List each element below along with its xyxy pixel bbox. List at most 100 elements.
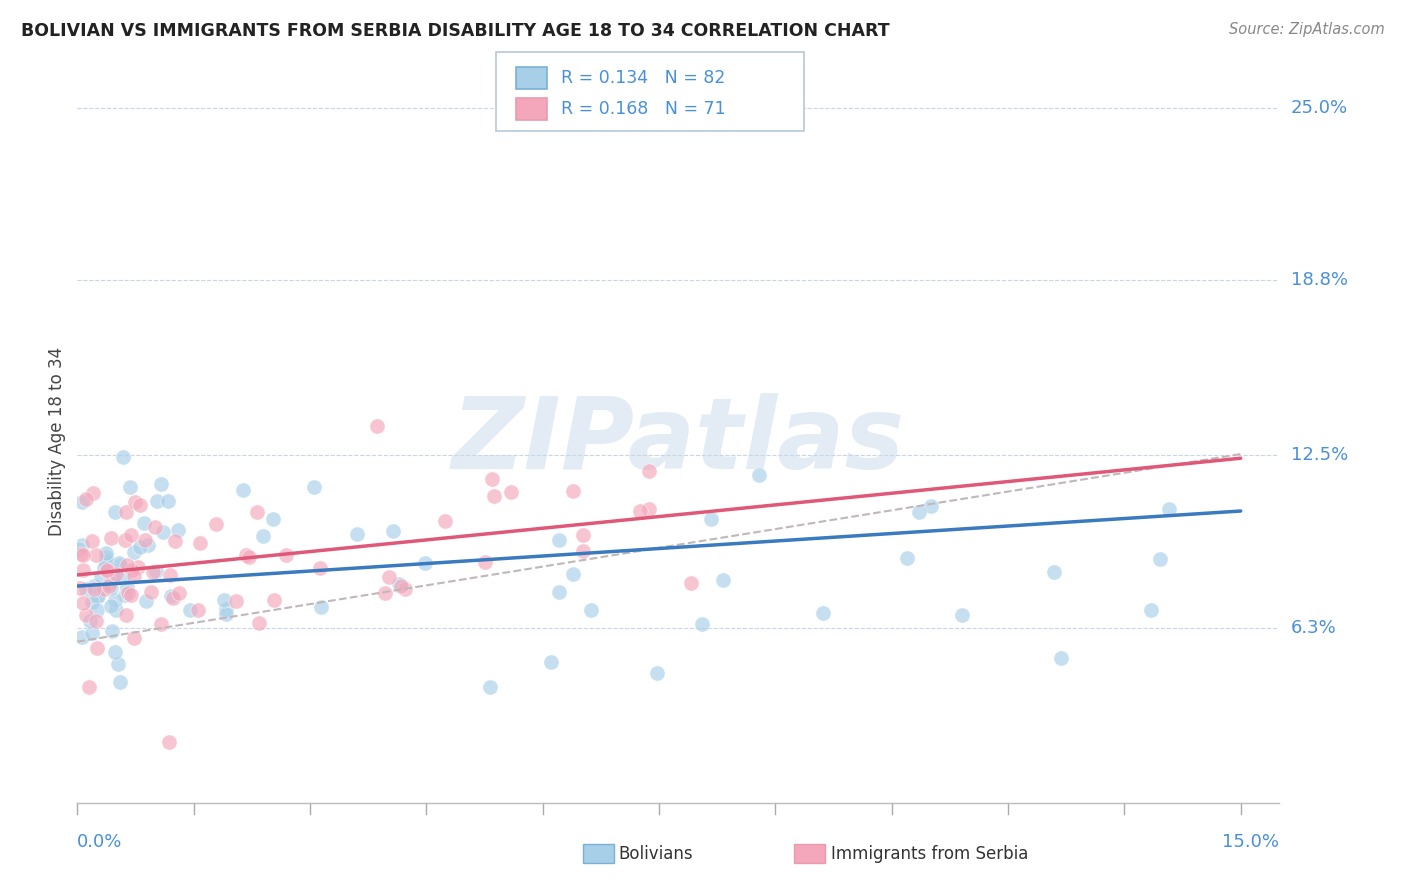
Point	[499, 485, 522, 500]
Point	[394, 582, 416, 596]
Point	[413, 556, 436, 570]
Point	[262, 512, 284, 526]
Point	[374, 586, 396, 600]
Text: Immigrants from Serbia: Immigrants from Serbia	[831, 845, 1028, 863]
Point	[141, 585, 163, 599]
Point	[572, 544, 595, 558]
Point	[86, 589, 108, 603]
Point	[157, 494, 180, 508]
Point	[647, 666, 669, 681]
Point	[100, 575, 122, 590]
Point	[638, 501, 661, 516]
Point	[149, 616, 172, 631]
Point	[482, 489, 505, 503]
Point	[77, 681, 100, 695]
Point	[145, 564, 167, 578]
Point	[96, 564, 118, 578]
Point	[378, 570, 401, 584]
Point	[90, 569, 112, 583]
Point	[1049, 651, 1071, 665]
Point	[105, 603, 128, 617]
Point	[96, 556, 118, 570]
Point	[136, 538, 159, 552]
Point	[811, 606, 834, 620]
Point	[346, 527, 368, 541]
Point	[84, 549, 107, 563]
Point	[388, 577, 411, 591]
Text: BOLIVIAN VS IMMIGRANTS FROM SERBIA DISABILITY AGE 18 TO 34 CORRELATION CHART: BOLIVIAN VS IMMIGRANTS FROM SERBIA DISAB…	[21, 22, 890, 40]
Point	[115, 558, 138, 573]
Point	[572, 527, 595, 541]
Point	[579, 603, 602, 617]
Point	[247, 616, 270, 631]
Point	[711, 573, 734, 587]
Point	[679, 575, 702, 590]
Point	[69, 581, 91, 595]
Point	[121, 563, 143, 577]
Point	[124, 631, 146, 645]
Point	[104, 645, 127, 659]
Point	[108, 556, 131, 570]
Point	[142, 565, 165, 579]
Text: 18.8%: 18.8%	[1291, 271, 1347, 289]
Point	[100, 581, 122, 595]
Point	[82, 595, 104, 609]
Point	[246, 505, 269, 519]
Point	[690, 616, 713, 631]
Point	[562, 566, 585, 581]
Point	[120, 528, 142, 542]
Point	[160, 589, 183, 603]
Point	[479, 680, 502, 694]
Point	[276, 548, 298, 562]
Point	[72, 563, 94, 577]
Point	[547, 585, 569, 599]
Point	[434, 514, 457, 528]
Text: Source: ZipAtlas.com: Source: ZipAtlas.com	[1229, 22, 1385, 37]
Point	[150, 476, 173, 491]
Point	[104, 504, 127, 518]
Point	[950, 608, 973, 623]
Point	[235, 549, 257, 563]
Text: 15.0%: 15.0%	[1222, 833, 1279, 851]
Text: Bolivians: Bolivians	[619, 845, 693, 863]
Point	[302, 480, 325, 494]
Point	[167, 586, 190, 600]
Point	[75, 492, 97, 507]
Point	[128, 540, 150, 554]
Point	[93, 582, 115, 596]
Point	[122, 545, 145, 559]
Point	[628, 504, 651, 518]
Point	[112, 450, 135, 465]
Point	[238, 549, 260, 564]
Text: R = 0.168   N = 71: R = 0.168 N = 71	[561, 100, 725, 119]
Point	[159, 568, 181, 582]
Point	[1139, 602, 1161, 616]
Point	[114, 588, 136, 602]
Point	[75, 607, 97, 622]
Point	[908, 505, 931, 519]
Point	[162, 591, 184, 606]
Point	[252, 529, 274, 543]
Point	[104, 592, 127, 607]
Point	[637, 464, 659, 478]
Point	[94, 550, 117, 565]
Point	[98, 579, 121, 593]
Point	[127, 560, 149, 574]
Point	[107, 657, 129, 671]
Point	[80, 626, 103, 640]
Point	[225, 593, 247, 607]
Point	[188, 536, 211, 550]
Point	[215, 602, 238, 616]
Point	[132, 516, 155, 530]
Point	[110, 558, 132, 572]
Point	[67, 541, 90, 556]
Point	[82, 485, 104, 500]
Point	[70, 630, 93, 644]
Point	[124, 495, 146, 509]
Point	[389, 579, 412, 593]
Point	[94, 546, 117, 560]
Point	[135, 593, 157, 607]
Point	[309, 561, 332, 575]
Point	[540, 655, 562, 669]
Point	[115, 607, 138, 622]
